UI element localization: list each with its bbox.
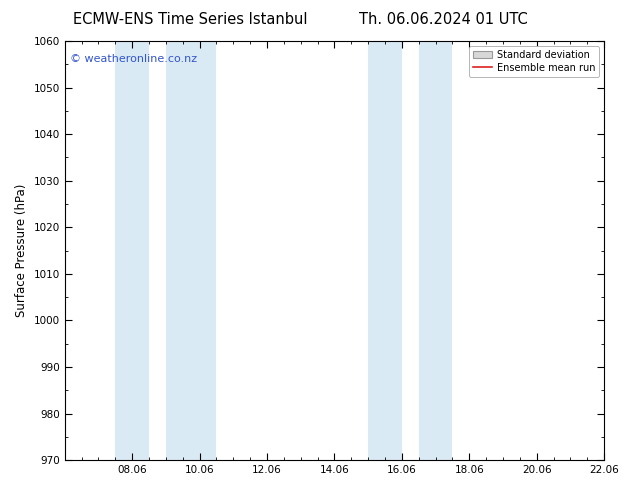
Legend: Standard deviation, Ensemble mean run: Standard deviation, Ensemble mean run: [469, 46, 599, 76]
Bar: [166, 41, 216, 460]
Text: © weatheronline.co.nz: © weatheronline.co.nz: [70, 53, 197, 64]
Bar: [368, 41, 402, 460]
Text: Th. 06.06.2024 01 UTC: Th. 06.06.2024 01 UTC: [359, 12, 528, 27]
Bar: [418, 41, 453, 460]
Bar: [115, 41, 149, 460]
Text: ECMW-ENS Time Series Istanbul: ECMW-ENS Time Series Istanbul: [73, 12, 307, 27]
Y-axis label: Surface Pressure (hPa): Surface Pressure (hPa): [15, 184, 28, 318]
